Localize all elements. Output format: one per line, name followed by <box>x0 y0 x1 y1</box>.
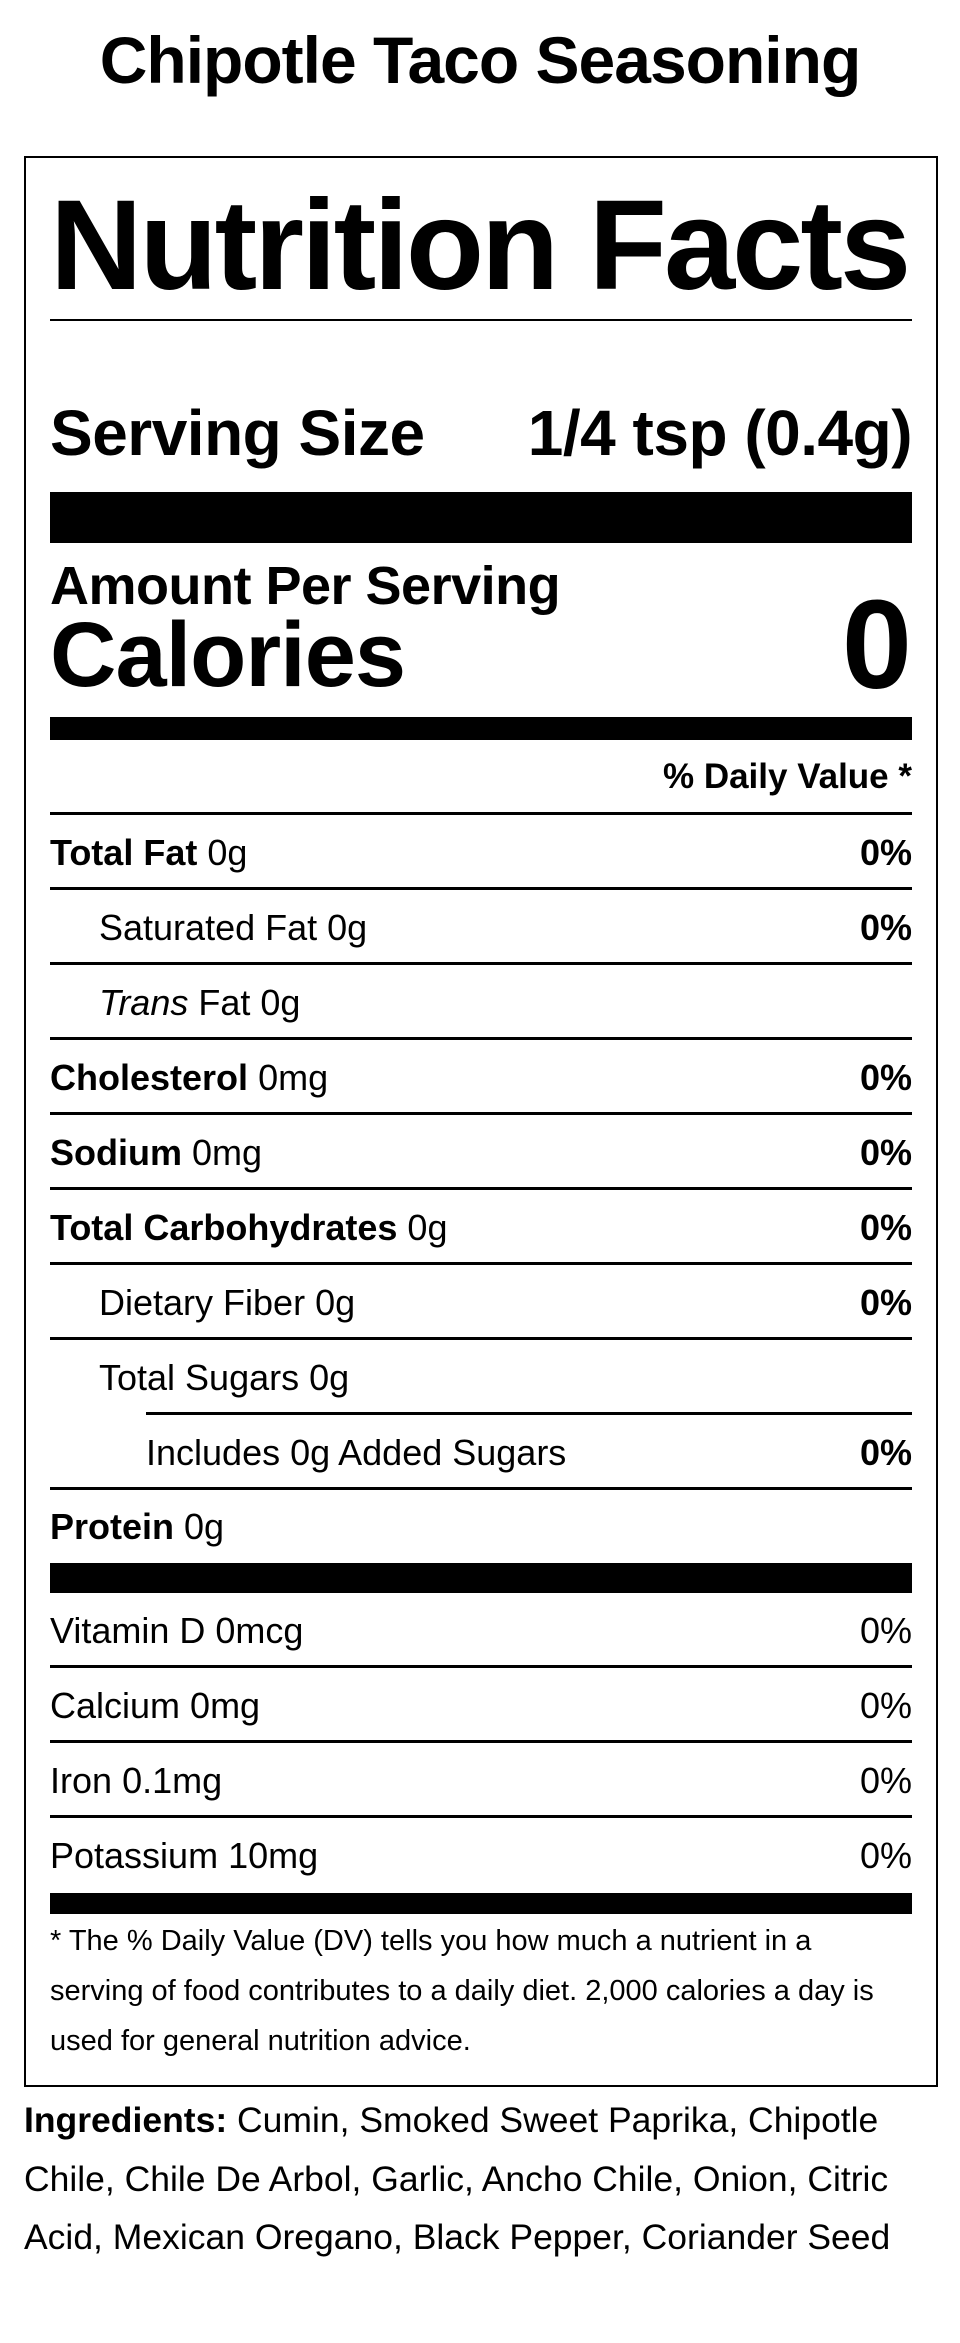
nutrient-row-added-sugars: Includes 0g Added Sugars 0% <box>50 1415 912 1490</box>
nutrient-name: Sodium <box>50 1131 182 1173</box>
daily-value-footnote: * The % Daily Value (DV) tells you how m… <box>50 1925 874 2057</box>
vitamin-name: Calcium <box>50 1684 181 1726</box>
nutrient-row-cholesterol: Cholesterol 0mg 0% <box>50 1040 912 1115</box>
nutrient-name: Dietary Fiber <box>99 1281 306 1323</box>
vitamin-name: Potassium <box>50 1834 219 1876</box>
nutrient-name-suffix: Fat <box>198 981 251 1023</box>
serving-size-value: 1/4 tsp (0.4g) <box>527 397 913 469</box>
divider-medium <box>50 717 912 740</box>
amount-per-serving: Amount Per Serving <box>50 556 561 616</box>
nutrient-row-protein: Protein 0g <box>50 1490 912 1563</box>
calories-label: Calories <box>50 604 406 706</box>
nutrition-facts-panel <box>24 156 938 2087</box>
vitamin-row-vitamin-d: Vitamin D 0mcg 0% <box>50 1593 912 1668</box>
nutrient-name: Includes 0g Added Sugars <box>146 1431 567 1473</box>
vitamin-row-potassium: Potassium 10mg 0% <box>50 1818 912 1893</box>
nutrient-amount: 0g <box>184 1505 225 1547</box>
nutrient-dv: 0% <box>859 906 912 948</box>
row-divider <box>50 962 912 965</box>
vitamin-dv: 0% <box>859 1684 912 1726</box>
row-divider <box>146 1412 912 1415</box>
vitamin-dv: 0% <box>859 1834 912 1876</box>
vitamin-amount: 0mcg <box>215 1609 304 1651</box>
nutrient-amount: 0g <box>315 1281 356 1323</box>
vitamin-amount: 0mg <box>190 1684 261 1726</box>
nutrient-name: Total Fat <box>50 831 198 873</box>
nutrient-dv: 0% <box>859 1131 912 1173</box>
vitamin-name: Vitamin D <box>50 1609 206 1651</box>
vitamin-name: Iron <box>50 1759 113 1801</box>
nutrient-row-saturated-fat: Saturated Fat 0g 0% <box>50 890 912 965</box>
nutrient-dv: 0% <box>859 1431 912 1473</box>
nutrient-dv: 0% <box>859 1206 912 1248</box>
nutrient-dv: 0% <box>859 1281 912 1323</box>
row-divider <box>50 1112 912 1115</box>
divider <box>50 812 912 815</box>
nutrient-row-total-carbohydrates: Total Carbohydrates 0g 0% <box>50 1190 912 1265</box>
calories-value: 0 <box>841 574 912 715</box>
nutrient-amount: 0g <box>407 1206 448 1248</box>
row-divider <box>50 1487 912 1490</box>
nutrient-dv: 0% <box>859 831 912 873</box>
divider-thick <box>50 492 912 543</box>
nutrient-amount: 0g <box>309 1356 350 1398</box>
nutrient-name: Total Sugars <box>99 1356 300 1398</box>
row-divider <box>50 1740 912 1743</box>
nutrient-name: Total Carbohydrates <box>50 1206 398 1248</box>
row-divider <box>50 1187 912 1190</box>
nutrient-row-sodium: Sodium 0mg 0% <box>50 1115 912 1190</box>
nutrient-amount: 0mg <box>258 1056 329 1098</box>
vitamin-amount: 0.1mg <box>122 1759 223 1801</box>
divider-thin <box>50 319 912 321</box>
nutrient-amount: 0g <box>260 981 301 1023</box>
vitamin-amount: 10mg <box>228 1834 319 1876</box>
divider-thick <box>50 1563 912 1593</box>
nutrient-row-dietary-fiber: Dietary Fiber 0g 0% <box>50 1265 912 1340</box>
row-divider <box>50 1037 912 1040</box>
ingredients-label: Ingredients: <box>24 2100 228 2140</box>
vitamin-dv: 0% <box>859 1759 912 1801</box>
nutrient-amount: 0mg <box>192 1131 263 1173</box>
vitamin-row-iron: Iron 0.1mg 0% <box>50 1743 912 1818</box>
nutrient-row-total-fat: Total Fat 0g 0% <box>50 815 912 890</box>
row-divider <box>50 1262 912 1265</box>
row-divider <box>50 1665 912 1668</box>
nutrient-name: Protein <box>50 1505 175 1547</box>
nutrient-amount: 0g <box>327 906 368 948</box>
row-divider <box>50 1337 912 1340</box>
nutrient-name: Cholesterol <box>50 1056 249 1098</box>
daily-value-header: % Daily Value * <box>662 757 912 796</box>
ingredients-list: Cumin, Smoked Sweet Paprika, Chipotle Ch… <box>24 2100 891 2257</box>
nutrient-name: Trans <box>99 981 189 1023</box>
vitamin-row-calcium: Calcium 0mg 0% <box>50 1668 912 1743</box>
divider-medium <box>50 1893 912 1914</box>
row-divider <box>50 1815 912 1818</box>
nutrient-dv: 0% <box>859 1056 912 1098</box>
serving-size-row: Serving Size 1/4 tsp (0.4g) <box>50 395 913 471</box>
row-divider <box>50 887 912 890</box>
nutrient-amount: 0g <box>207 831 248 873</box>
nutrient-row-trans-fat: Trans Fat 0g <box>50 965 912 1040</box>
serving-size-label: Serving Size <box>50 397 425 469</box>
nutrient-name: Saturated Fat <box>99 906 318 948</box>
nutrient-row-total-sugars: Total Sugars 0g <box>50 1340 912 1415</box>
product-title: Chipotle Taco Seasoning <box>99 23 862 97</box>
nutrition-facts-heading: Nutrition Facts <box>50 174 911 317</box>
ingredients: Ingredients: Cumin, Smoked Sweet Paprika… <box>24 2091 938 2267</box>
vitamin-dv: 0% <box>859 1609 912 1651</box>
